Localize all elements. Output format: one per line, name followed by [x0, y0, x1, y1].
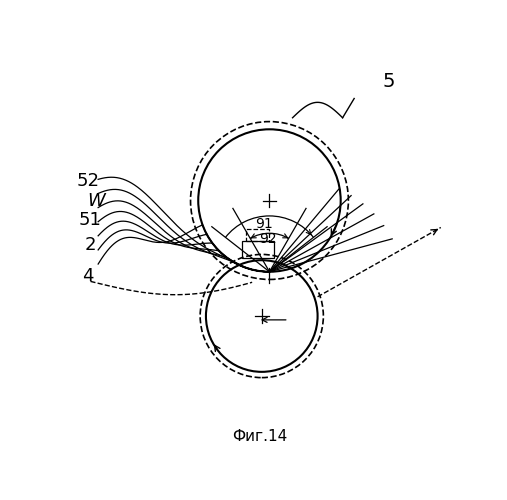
Text: Фиг.14: Фиг.14	[232, 429, 287, 444]
Text: 2: 2	[85, 236, 96, 254]
Text: 91: 91	[255, 216, 273, 230]
Text: 4: 4	[82, 268, 93, 285]
Text: 51: 51	[79, 211, 102, 229]
Text: 92: 92	[259, 232, 276, 246]
Bar	[241, 241, 274, 258]
Text: 52: 52	[77, 172, 100, 190]
Bar	[246, 228, 269, 241]
Text: W: W	[87, 192, 105, 210]
Text: 5: 5	[383, 72, 395, 90]
